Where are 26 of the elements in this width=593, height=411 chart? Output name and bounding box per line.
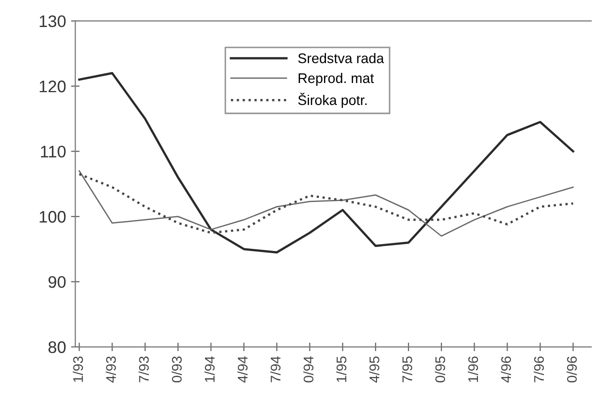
y-tick-label: 90: [48, 276, 66, 288]
x-tick-label: 1/93: [72, 356, 83, 382]
x-tick-label: 4/95: [369, 356, 380, 383]
x-tick-label: 7/93: [138, 356, 149, 382]
x-tick-label: 0/96: [566, 356, 577, 382]
line-series: [78, 72, 574, 254]
x-tick-label: 1/94: [204, 356, 215, 382]
x-tick-label: 1/95: [336, 356, 346, 382]
y-tick-label: 100: [40, 210, 66, 223]
y-tick-label: 120: [40, 80, 66, 92]
x-tick-label: 7/96: [534, 356, 544, 382]
x-tick-label: 1/96: [468, 356, 478, 382]
y-tick-label: 130: [40, 15, 66, 28]
y-tick-label: 110: [40, 146, 66, 158]
x-tick-label: 7/95: [402, 356, 412, 382]
legend-label: Reprod. mat: [298, 72, 374, 86]
legend-label: Široka potr.: [298, 92, 367, 108]
x-tick-label: 0/95: [434, 356, 446, 382]
x-tick-label: 4/93: [106, 356, 116, 383]
x-tick-label: 4/94: [237, 356, 248, 383]
x-tick-label: 7/94: [270, 356, 281, 382]
x-tick-label: 0/94: [303, 356, 314, 382]
y-tick-label: 80: [48, 341, 66, 354]
x-tick-label: 0/93: [172, 356, 182, 382]
x-tick-label: 4/96: [500, 356, 511, 383]
legend-label: Sredstva rada: [298, 53, 384, 64]
